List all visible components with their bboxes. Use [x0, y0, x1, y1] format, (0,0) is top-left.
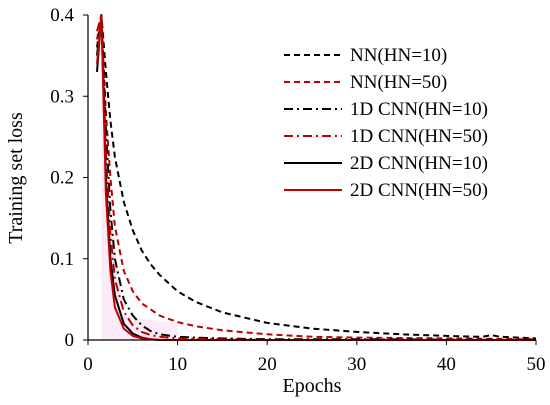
- series-line-1: [96, 14, 537, 340]
- legend-label: 1D CNN(HN=50): [350, 126, 488, 147]
- plot-area: [96, 14, 537, 341]
- series-line-6: [96, 14, 536, 341]
- series-line-2: [96, 14, 537, 341]
- series-line-3: [96, 14, 537, 341]
- legend-label: NN(HN=10): [350, 45, 447, 66]
- x-tick-label: 50: [527, 354, 546, 375]
- y-tick-label: 0.2: [50, 168, 74, 189]
- x-tick-label: 10: [168, 354, 187, 375]
- legend-label: 1D CNN(HN=10): [350, 99, 488, 120]
- y-tick-label: 0.1: [50, 249, 74, 270]
- y-tick-label: 0: [65, 330, 75, 351]
- series-line-5: [96, 14, 536, 341]
- tick-labels: 0 10 20 30 40 50 0 0.1 0.2 0.3 0.4: [50, 5, 545, 375]
- x-axis-title: Epochs: [283, 375, 342, 397]
- x-tick-label: 20: [258, 354, 277, 375]
- series-line-4: [96, 14, 536, 341]
- series-lines: [96, 14, 537, 341]
- legend: NN(HN=10) NN(HN=50) 1D CNN(HN=10) 1D CNN(HN…: [284, 45, 488, 201]
- y-tick-label: 0.4: [50, 5, 74, 26]
- y-tick-label: 0.3: [50, 86, 74, 107]
- x-tick-label: 40: [437, 354, 456, 375]
- axes: [83, 14, 537, 345]
- legend-label: NN(HN=50): [350, 72, 447, 93]
- legend-label: 2D CNN(HN=50): [350, 180, 488, 201]
- x-tick-label: 0: [83, 354, 93, 375]
- shaded-region: [101, 15, 178, 340]
- y-axis-title: Training set loss: [5, 112, 27, 244]
- x-tick-label: 30: [347, 354, 366, 375]
- legend-label: 2D CNN(HN=10): [350, 153, 488, 174]
